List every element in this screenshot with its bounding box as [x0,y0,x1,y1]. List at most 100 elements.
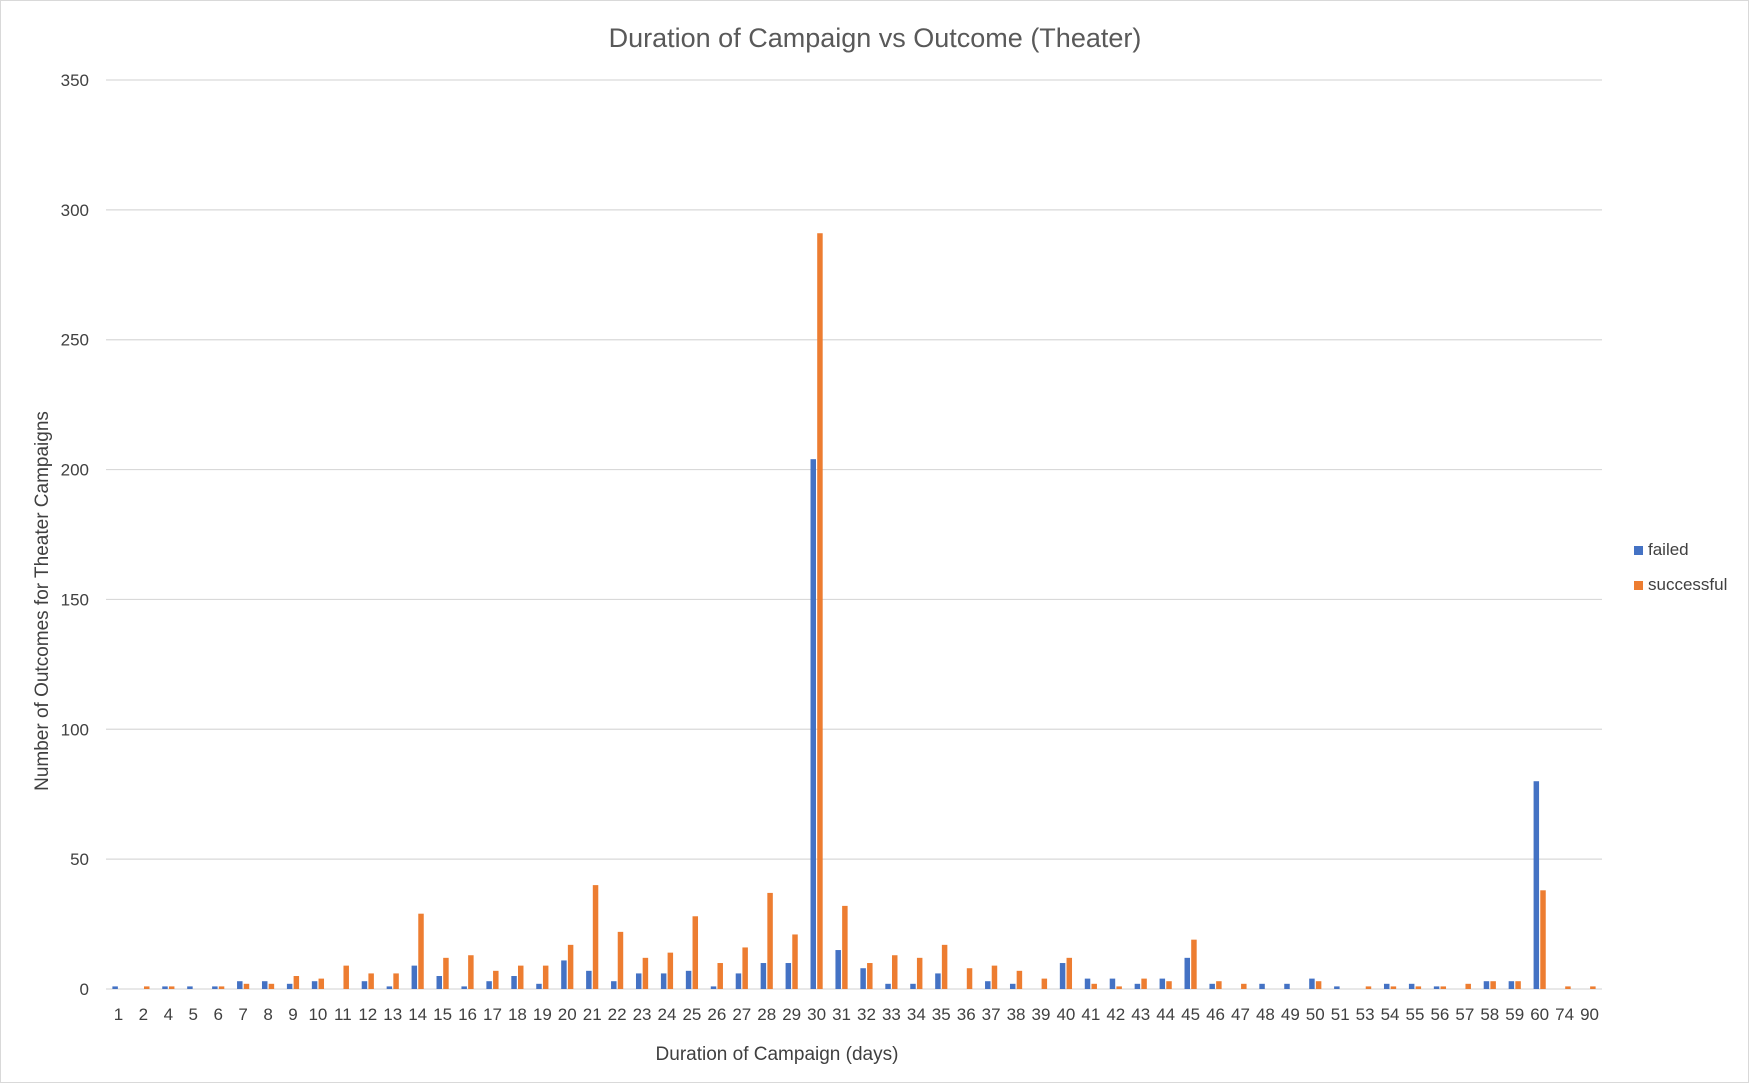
bar-failed [910,983,916,989]
bar-failed [436,976,442,989]
x-tick-label: 35 [932,1005,951,1024]
bar-successful [867,963,873,989]
bar-successful [1415,986,1422,989]
x-tick-label: 46 [1206,1005,1225,1024]
legend-label-successful: successful [1648,575,1727,594]
gridlines [106,79,1602,990]
bar-successful [742,947,748,989]
bar-successful [1116,986,1122,989]
x-tick-label: 23 [633,1005,652,1024]
x-tick-label: 12 [358,1005,377,1024]
bar-failed [1109,978,1116,989]
bar-successful [1241,983,1247,989]
x-tick-label: 41 [1081,1005,1100,1024]
bar-successful [343,965,349,989]
bar-successful [817,233,823,989]
y-tick-label: 50 [70,850,89,869]
bar-successful [892,955,898,989]
bar-failed [1508,981,1515,989]
x-tick-label: 13 [383,1005,402,1024]
x-tick-label: 27 [732,1005,751,1024]
bar-failed [187,986,193,989]
bar-failed [486,981,492,989]
x-tick-label: 38 [1007,1005,1026,1024]
bar-successful [1315,981,1322,989]
bar-failed [635,973,642,989]
bar-successful [168,986,175,989]
bar-failed [1259,983,1265,989]
bar-failed [985,981,991,989]
x-tick-label: 24 [658,1005,677,1024]
x-tick-label: 59 [1505,1005,1524,1024]
bar-failed [835,950,841,989]
chart-title: Duration of Campaign vs Outcome (Theater… [609,23,1142,53]
bar-successful [1166,981,1172,989]
bar-successful [1390,986,1397,989]
bar-failed [685,970,692,989]
bar-successful [1066,957,1073,989]
bar-failed [586,970,592,989]
x-tick-label: 37 [982,1005,1001,1024]
bar-successful [941,944,948,989]
bar-failed [1383,983,1390,989]
bar-successful [218,986,225,989]
bar-successful [667,952,674,989]
x-tick-label: 53 [1356,1005,1375,1024]
x-tick-label: 55 [1406,1005,1425,1024]
bar-successful [792,934,798,989]
y-tick-label: 350 [61,71,89,90]
x-tick-label: 60 [1530,1005,1549,1024]
x-tick-label: 11 [334,1005,352,1024]
bar-successful [1041,978,1048,989]
bar-successful [493,970,499,989]
bar-successful [368,973,374,989]
x-tick-label: 47 [1231,1005,1250,1024]
bar-failed [810,459,816,989]
bar-successful [1515,981,1521,989]
bar-failed [1334,986,1340,989]
bar-failed [885,983,891,989]
bar-failed [112,986,118,989]
bar-successful [1540,890,1546,989]
bar-successful [617,931,624,989]
bar-successful [1490,981,1496,989]
x-tick-label: 51 [1331,1005,1350,1024]
bar-failed [1408,983,1415,989]
bar-successful [916,957,923,989]
x-tick-label: 32 [857,1005,876,1024]
x-tick-label: 28 [757,1005,776,1024]
bar-failed [1009,983,1016,989]
bar-failed [561,960,567,989]
bar-successful [1565,986,1571,989]
bar-successful [293,976,300,989]
x-tick-label: 21 [583,1005,602,1024]
bar-successful [418,913,424,989]
bar-failed [1533,781,1540,989]
x-tick-label: 22 [608,1005,627,1024]
bar-successful [243,983,250,989]
bar-successful [443,957,449,989]
bar-successful [318,978,325,989]
x-tick-label: 74 [1555,1005,1574,1024]
bar-successful [692,916,699,989]
bar-failed [1209,983,1215,989]
bar-successful [842,905,848,989]
bar-failed [536,983,542,989]
bar-failed [1309,978,1315,989]
x-tick-label: 34 [907,1005,926,1024]
bar-failed [411,965,418,989]
x-tick-label: 2 [139,1005,148,1024]
x-tick-label: 19 [533,1005,552,1024]
bar-failed [735,973,742,989]
x-tick-label: 50 [1306,1005,1325,1024]
bar-successful [518,965,524,989]
x-tick-label: 33 [882,1005,901,1024]
bar-failed [1134,983,1141,989]
x-tick-label: 9 [288,1005,297,1024]
bar-failed [286,983,293,989]
x-tick-label: 45 [1181,1005,1200,1024]
x-tick-label: 29 [782,1005,801,1024]
bar-successful [966,968,973,989]
x-tick-label: 5 [189,1005,198,1024]
